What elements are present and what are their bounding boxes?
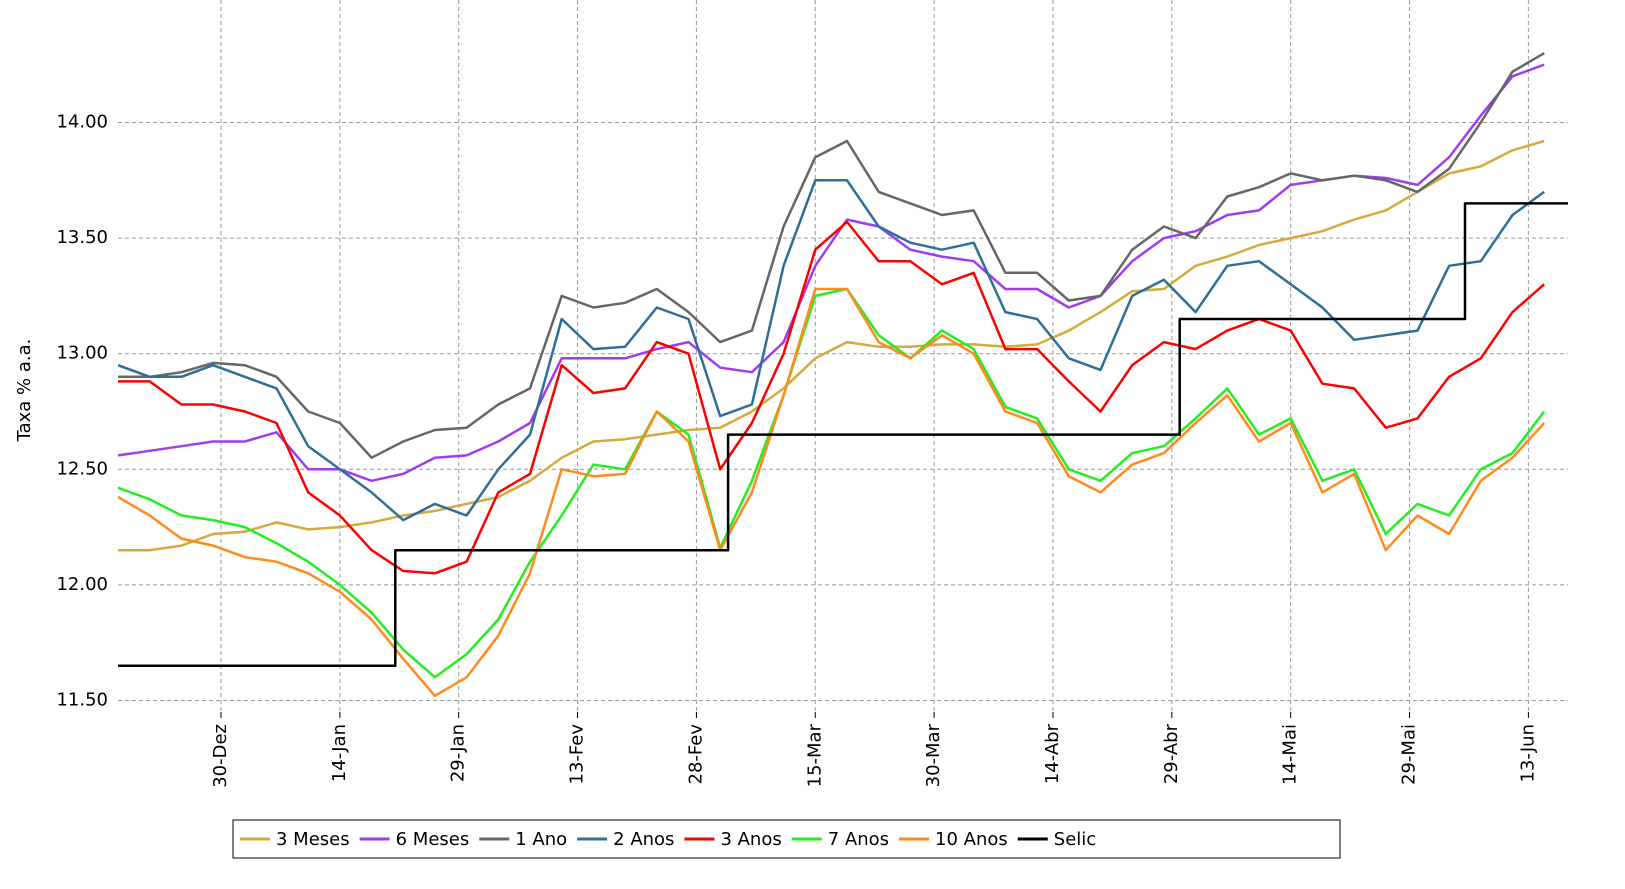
x-tick-label: 13-Jun [1517,724,1538,783]
x-tick-label: 29-Mai [1399,724,1420,785]
y-tick-label: 14.00 [56,112,108,133]
x-tick-label: 14-Abr [1042,723,1063,784]
series-line [118,52,1545,459]
y-tick-label: 12.50 [56,458,108,479]
legend-label: 10 Anos [935,829,1008,850]
series-line [118,202,1568,668]
legend-label: 1 Ano [515,829,567,850]
legend-box [232,819,1341,859]
series-line [118,139,1545,552]
x-tick-label: 28-Fev [685,724,706,785]
x-tick-label: 14-Mai [1280,724,1301,785]
legend-label: Selic [1054,829,1096,850]
x-tick-label: 14-Jan [329,724,350,782]
y-axis-label: Taxa % a.a. [14,339,35,443]
x-tick-label: 30-Mar [923,723,944,787]
legend-label: 7 Anos [828,829,889,850]
x-tick-label: 29-Jan [448,724,469,782]
legend-label: 3 Meses [276,829,350,850]
series-line [118,287,1546,679]
x-tick-label: 30-Dez [210,724,231,788]
y-tick-label: 12.00 [56,574,108,595]
grid [118,0,1568,712]
ticks: 11.50 12.00 12.50 13.00 13.50 14.00 30-Dez 14-J… [56,112,1538,788]
legend-label: 6 Meses [396,829,470,850]
plot-area [118,52,1568,698]
legend: 3 Meses 6 Meses 1 Ano 2 Anos 3 Anos 7 Anos 10 … [240,829,1096,850]
legend-label: 3 Anos [720,829,781,850]
legend-label: 2 Anos [613,829,674,850]
series-line [118,63,1545,483]
x-tick-label: 13-Fev [567,724,588,785]
y-tick-label: 13.00 [56,343,108,364]
y-tick-label: 11.50 [56,689,108,710]
y-tick-label: 13.50 [56,227,108,248]
x-tick-label: 15-Mar [804,723,825,787]
x-tick-label: 29-Abr [1161,723,1182,784]
series-line [118,179,1545,522]
series-line [118,287,1546,698]
series-line [118,220,1546,575]
